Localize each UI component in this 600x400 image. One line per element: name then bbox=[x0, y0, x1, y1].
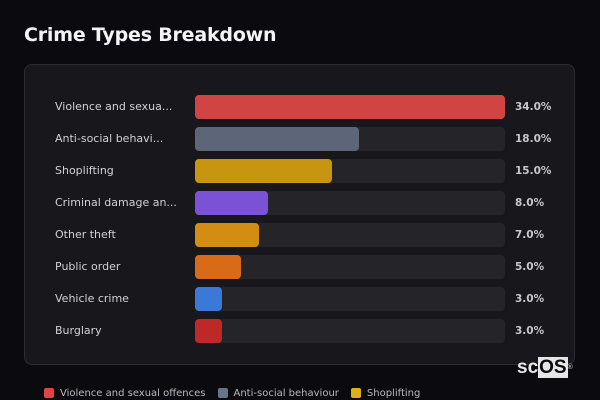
bar-track bbox=[195, 223, 505, 247]
bar-track bbox=[195, 159, 505, 183]
chart-title: Crime Types Breakdown bbox=[24, 24, 277, 46]
bar-track bbox=[195, 287, 505, 311]
bar-row: Criminal damage an... 8.0% bbox=[25, 191, 574, 215]
scos-logo: scOS® bbox=[517, 357, 573, 378]
logo-text-plain: sc bbox=[517, 357, 539, 378]
bar-value: 5.0% bbox=[515, 261, 545, 273]
chart-legend: Violence and sexual offences Anti-social … bbox=[44, 386, 432, 400]
bar-value: 34.0% bbox=[515, 101, 552, 113]
bar-value: 15.0% bbox=[515, 165, 552, 177]
bar-row: Vehicle crime 3.0% bbox=[25, 287, 574, 311]
bar-fill[interactable] bbox=[195, 191, 268, 215]
bar-fill[interactable] bbox=[195, 287, 222, 311]
bar-value: 7.0% bbox=[515, 229, 545, 241]
bar-value: 3.0% bbox=[515, 325, 545, 337]
bar-value: 8.0% bbox=[515, 197, 545, 209]
logo-text-highlight: OS bbox=[538, 357, 568, 378]
legend-label: Violence and sexual offences bbox=[60, 387, 206, 399]
bar-label: Violence and sexua... bbox=[55, 100, 173, 113]
bar-fill[interactable] bbox=[195, 223, 259, 247]
bar-value: 3.0% bbox=[515, 293, 545, 305]
bar-label: Anti-social behavi... bbox=[55, 132, 164, 145]
legend-label: Shoplifting bbox=[366, 387, 421, 399]
legend-swatch-icon bbox=[44, 388, 54, 398]
bar-fill[interactable] bbox=[195, 255, 241, 279]
bar-track bbox=[195, 255, 505, 279]
legend-item[interactable]: Violence and sexual offences bbox=[44, 388, 206, 399]
bar-label: Other theft bbox=[55, 228, 116, 241]
legend-swatch-icon bbox=[350, 388, 361, 398]
bar-label: Burglary bbox=[55, 324, 102, 337]
chart-card: Violence and sexua... 34.0% Anti-social be… bbox=[24, 64, 575, 365]
bar-label: Vehicle crime bbox=[55, 292, 129, 305]
bar-track bbox=[195, 319, 505, 343]
bar-track bbox=[195, 127, 505, 151]
bar-value: 18.0% bbox=[515, 133, 552, 145]
bar-row: Other theft 7.0% bbox=[25, 223, 574, 247]
legend-item[interactable]: Anti-social behaviour bbox=[217, 387, 339, 399]
legend-item[interactable]: Shoplifting bbox=[350, 387, 421, 399]
bar-fill[interactable] bbox=[195, 127, 359, 151]
bar-row: Anti-social behavi... 18.0% bbox=[25, 127, 574, 151]
legend-label: Anti-social behaviour bbox=[233, 387, 339, 399]
bar-row: Violence and sexua... 34.0% bbox=[25, 95, 574, 119]
bar-track bbox=[195, 95, 505, 119]
bar-row: Public order 5.0% bbox=[25, 255, 574, 279]
bar-label: Shoplifting bbox=[55, 164, 114, 177]
bar-fill[interactable] bbox=[195, 95, 505, 119]
bar-track bbox=[195, 191, 505, 215]
bar-row: Burglary 3.0% bbox=[25, 319, 574, 343]
bar-fill[interactable] bbox=[195, 159, 332, 183]
bar-row: Shoplifting 15.0% bbox=[25, 159, 574, 183]
registered-mark-icon: ® bbox=[567, 364, 573, 371]
legend-swatch-icon bbox=[217, 388, 228, 398]
bar-label: Criminal damage an... bbox=[55, 196, 177, 209]
bar-fill[interactable] bbox=[195, 319, 222, 343]
bar-label: Public order bbox=[55, 260, 121, 273]
